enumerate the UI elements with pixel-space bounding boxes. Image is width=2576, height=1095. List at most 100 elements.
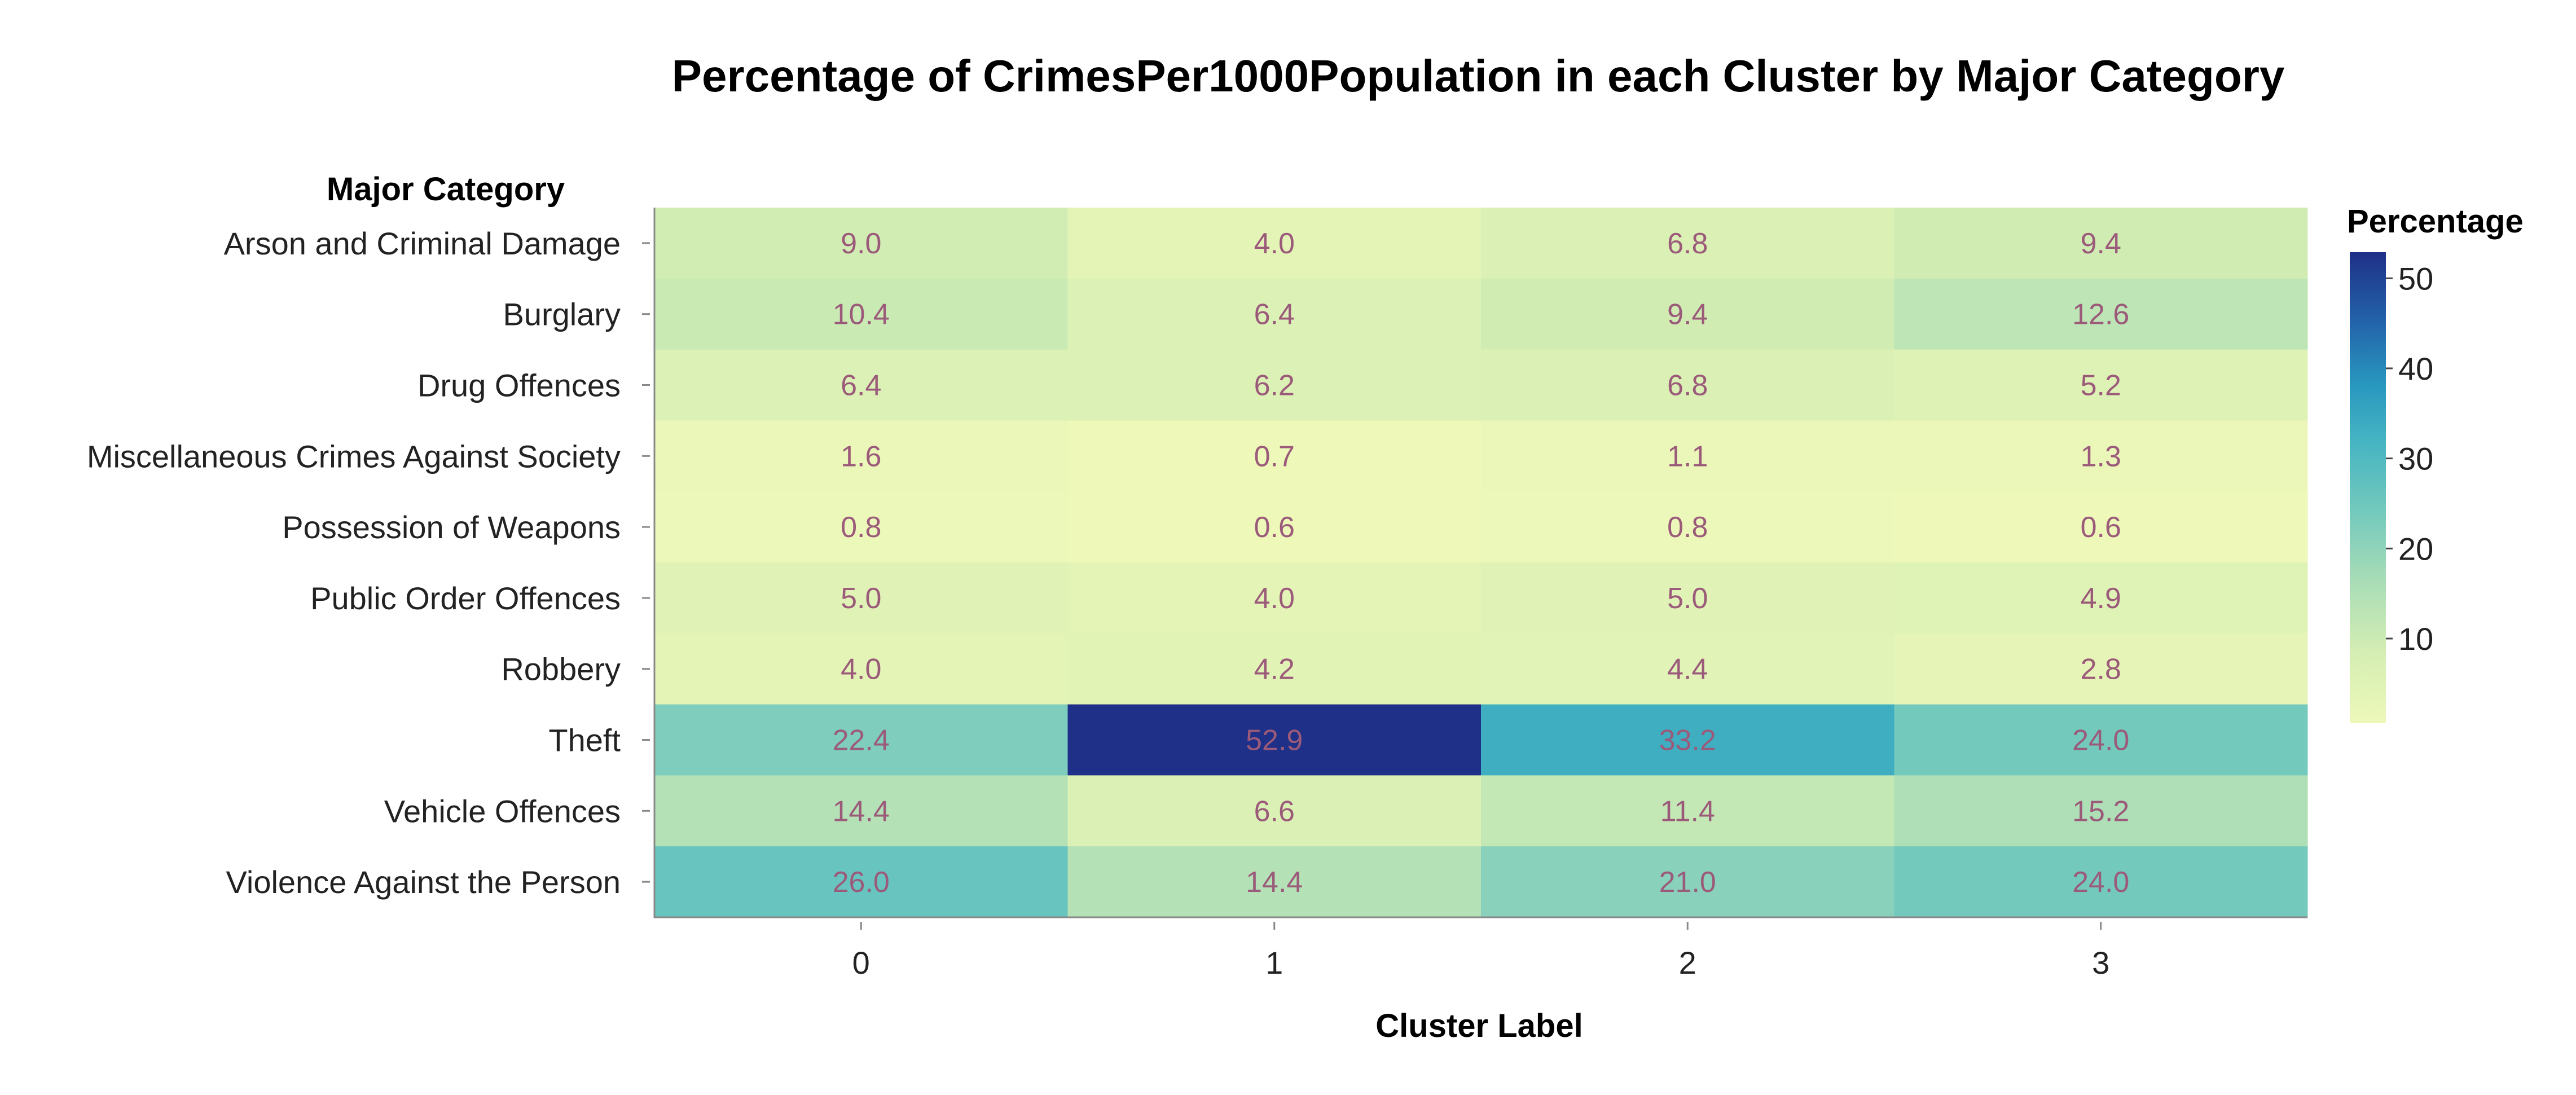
- y-axis-ticks: Arson and Criminal Damage Burglary Drug Of…: [87, 226, 650, 900]
- heatmap-cell: [1481, 349, 1894, 421]
- heatmap-cell: [1894, 420, 2308, 492]
- y-tick-label: Robbery: [501, 652, 621, 687]
- cell-value-label: 22.4: [833, 724, 890, 757]
- cell-value-label: 14.4: [833, 795, 890, 828]
- x-tick-label: 0: [852, 945, 870, 980]
- cell-value-label: 6.6: [1254, 795, 1295, 828]
- heatmap-cell: [1481, 846, 1894, 918]
- y-tick-label: Drug Offences: [417, 368, 621, 403]
- cell-value-label: 26.0: [833, 866, 890, 899]
- colorbar-tick-label: 30: [2398, 441, 2433, 477]
- heatmap-cell: [1067, 420, 1482, 492]
- y-tick-label: Arson and Criminal Damage: [224, 226, 621, 261]
- y-tick-label: Possession of Weapons: [282, 509, 621, 545]
- cell-value-label: 2.8: [2081, 653, 2121, 686]
- cell-value-label: 5.0: [841, 582, 881, 615]
- heatmap-cell: [1481, 562, 1894, 634]
- heatmap-cell: [1481, 633, 1894, 705]
- x-tick-label: 2: [1679, 945, 1696, 980]
- heatmap-cell: [1067, 278, 1482, 350]
- heatmap-cell: [1894, 633, 2308, 705]
- cell-value-label: 0.7: [1254, 440, 1295, 473]
- heatmap-cell: [654, 633, 1068, 705]
- cell-value-label: 1.6: [841, 440, 881, 473]
- colorbar-tick-label: 20: [2398, 531, 2433, 566]
- heatmap-cell: [1067, 846, 1482, 918]
- y-tick-label: Public Order Offences: [310, 581, 621, 616]
- cell-value-label: 5.2: [2081, 370, 2121, 402]
- cell-value-label: 33.2: [1659, 724, 1716, 757]
- x-tick-label: 3: [2092, 945, 2109, 980]
- heatmap-cell: [1481, 704, 1894, 776]
- cell-value-label: 9.4: [2081, 227, 2121, 260]
- cell-value-label: 4.0: [1254, 227, 1295, 260]
- cell-value-label: 4.2: [1254, 653, 1295, 686]
- heatmap-cell: [654, 208, 1068, 279]
- heatmap-cell: [654, 420, 1068, 492]
- cell-value-label: 4.0: [841, 653, 881, 686]
- cell-value-label: 6.8: [1667, 227, 1708, 260]
- cell-value-label: 9.4: [1667, 298, 1708, 331]
- heatmap-cell: [1067, 704, 1482, 776]
- cell-value-label: 21.0: [1659, 866, 1716, 899]
- colorbar-tick-label: 40: [2398, 351, 2433, 386]
- cell-value-label: 52.9: [1246, 724, 1303, 757]
- heatmap-cell: [1894, 704, 2308, 776]
- x-tick-label: 1: [1265, 945, 1283, 980]
- cell-value-label: 12.6: [2072, 298, 2129, 331]
- y-tick-label: Miscellaneous Crimes Against Society: [87, 438, 621, 474]
- cell-value-label: 6.4: [1254, 298, 1295, 331]
- colorbar: Percentage 10 20 30 40 50: [2347, 203, 2524, 723]
- y-tick-label: Theft: [548, 723, 621, 758]
- heatmap-cell: [1481, 208, 1894, 279]
- heatmap-cell: [654, 491, 1068, 563]
- cell-value-label: 1.3: [2081, 440, 2121, 473]
- colorbar-title: Percentage: [2347, 203, 2524, 240]
- y-tick-label: Burglary: [503, 297, 621, 332]
- cell-labels: 9.0 4.0 6.8 9.4 10.4 6.4 9.4 12.6 6.4 6.2 6.8 5.2 1.…: [833, 227, 2130, 899]
- colorbar-tick-label: 10: [2398, 621, 2433, 657]
- cell-value-label: 5.0: [1667, 582, 1708, 615]
- cell-value-label: 4.9: [2081, 582, 2121, 615]
- heatmap-cell: [654, 846, 1068, 918]
- chart-title: Percentage of CrimesPer1000Population in…: [672, 51, 2285, 101]
- cell-value-label: 4.0: [1254, 582, 1295, 615]
- heatmap-cell: [1067, 491, 1482, 563]
- cell-value-label: 6.2: [1254, 370, 1295, 402]
- heatmap-cell: [1481, 775, 1894, 847]
- heatmap-cells: [653, 208, 2308, 918]
- cell-value-label: 9.0: [841, 227, 881, 260]
- heatmap-cell: [1894, 775, 2308, 847]
- y-tick-label: Violence Against the Person: [226, 864, 621, 900]
- heatmap-cell: [1894, 208, 2308, 279]
- heatmap-cell: [1067, 562, 1482, 634]
- cell-value-label: 0.8: [1667, 511, 1708, 544]
- heatmap-cell: [654, 349, 1068, 421]
- heatmap-cell: [1067, 349, 1482, 421]
- heatmap-cell: [654, 775, 1068, 847]
- cell-value-label: 11.4: [1660, 795, 1715, 828]
- cell-value-label: 6.8: [1667, 370, 1708, 402]
- cell-value-label: 24.0: [2072, 866, 2129, 899]
- cell-value-label: 4.4: [1667, 653, 1708, 686]
- cell-value-label: 10.4: [833, 298, 890, 331]
- cell-value-label: 0.6: [2081, 511, 2121, 544]
- y-tick-label: Vehicle Offences: [384, 793, 621, 829]
- heatmap-cell: [1894, 278, 2308, 350]
- heatmap-cell: [1481, 491, 1894, 563]
- heatmap-cell: [1894, 491, 2308, 563]
- x-axis-ticks: 0 1 2 3: [852, 922, 2109, 980]
- heatmap-cell: [1894, 562, 2308, 634]
- y-axis-title: Major Category: [327, 171, 565, 208]
- colorbar-gradient: [2350, 252, 2386, 723]
- heatmap-cell: [1894, 846, 2308, 918]
- heatmap-cell: [1067, 633, 1482, 705]
- cell-value-label: 15.2: [2072, 795, 2129, 828]
- cell-value-label: 0.6: [1254, 511, 1295, 544]
- heatmap-cell: [1894, 349, 2308, 421]
- heatmap-cell: [1067, 208, 1482, 279]
- colorbar-tick-label: 50: [2398, 261, 2433, 296]
- cell-value-label: 6.4: [841, 370, 881, 402]
- cell-value-label: 24.0: [2072, 724, 2129, 757]
